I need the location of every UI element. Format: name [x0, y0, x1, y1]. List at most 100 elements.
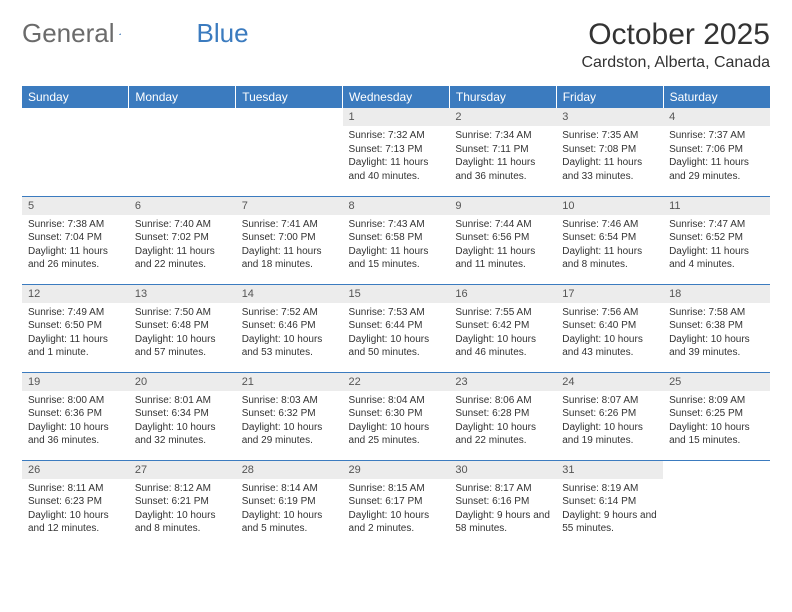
day-number: 16: [449, 285, 556, 303]
day-details: Sunrise: 7:56 AMSunset: 6:40 PMDaylight:…: [556, 303, 663, 365]
weekday-header: Thursday: [449, 86, 556, 108]
day-number: 29: [343, 461, 450, 479]
day-number: 5: [22, 197, 129, 215]
calendar-day-cell: 12Sunrise: 7:49 AMSunset: 6:50 PMDayligh…: [22, 284, 129, 372]
calendar-day-cell: 6Sunrise: 7:40 AMSunset: 7:02 PMDaylight…: [129, 196, 236, 284]
calendar-week-row: 1Sunrise: 7:32 AMSunset: 7:13 PMDaylight…: [22, 108, 770, 196]
day-number: 15: [343, 285, 450, 303]
day-number: 19: [22, 373, 129, 391]
day-details: Sunrise: 7:49 AMSunset: 6:50 PMDaylight:…: [22, 303, 129, 365]
day-number: 4: [663, 108, 770, 126]
day-details: Sunrise: 7:40 AMSunset: 7:02 PMDaylight:…: [129, 215, 236, 277]
logo-sail-icon: [119, 25, 122, 43]
day-details: Sunrise: 7:58 AMSunset: 6:38 PMDaylight:…: [663, 303, 770, 365]
day-number: 24: [556, 373, 663, 391]
day-details: Sunrise: 8:07 AMSunset: 6:26 PMDaylight:…: [556, 391, 663, 453]
day-number: 9: [449, 197, 556, 215]
day-details: Sunrise: 8:09 AMSunset: 6:25 PMDaylight:…: [663, 391, 770, 453]
day-details: Sunrise: 8:01 AMSunset: 6:34 PMDaylight:…: [129, 391, 236, 453]
day-number: 31: [556, 461, 663, 479]
calendar-day-cell: 2Sunrise: 7:34 AMSunset: 7:11 PMDaylight…: [449, 108, 556, 196]
calendar-day-cell: 25Sunrise: 8:09 AMSunset: 6:25 PMDayligh…: [663, 372, 770, 460]
calendar-week-row: 5Sunrise: 7:38 AMSunset: 7:04 PMDaylight…: [22, 196, 770, 284]
day-number: 12: [22, 285, 129, 303]
weekday-row: SundayMondayTuesdayWednesdayThursdayFrid…: [22, 86, 770, 108]
day-details: Sunrise: 8:15 AMSunset: 6:17 PMDaylight:…: [343, 479, 450, 541]
weekday-header: Saturday: [663, 86, 770, 108]
calendar-day-cell: 7Sunrise: 7:41 AMSunset: 7:00 PMDaylight…: [236, 196, 343, 284]
weekday-header: Sunday: [22, 86, 129, 108]
day-details: Sunrise: 8:06 AMSunset: 6:28 PMDaylight:…: [449, 391, 556, 453]
calendar-day-cell: 21Sunrise: 8:03 AMSunset: 6:32 PMDayligh…: [236, 372, 343, 460]
calendar-day-cell: 22Sunrise: 8:04 AMSunset: 6:30 PMDayligh…: [343, 372, 450, 460]
calendar-day-cell: 13Sunrise: 7:50 AMSunset: 6:48 PMDayligh…: [129, 284, 236, 372]
calendar-week-row: 12Sunrise: 7:49 AMSunset: 6:50 PMDayligh…: [22, 284, 770, 372]
day-details: Sunrise: 7:35 AMSunset: 7:08 PMDaylight:…: [556, 126, 663, 188]
day-details: Sunrise: 7:32 AMSunset: 7:13 PMDaylight:…: [343, 126, 450, 188]
calendar-day-cell: 8Sunrise: 7:43 AMSunset: 6:58 PMDaylight…: [343, 196, 450, 284]
calendar-day-cell: 11Sunrise: 7:47 AMSunset: 6:52 PMDayligh…: [663, 196, 770, 284]
day-details: Sunrise: 7:46 AMSunset: 6:54 PMDaylight:…: [556, 215, 663, 277]
day-details: Sunrise: 8:00 AMSunset: 6:36 PMDaylight:…: [22, 391, 129, 453]
day-details: Sunrise: 7:43 AMSunset: 6:58 PMDaylight:…: [343, 215, 450, 277]
day-details: Sunrise: 7:53 AMSunset: 6:44 PMDaylight:…: [343, 303, 450, 365]
day-details: Sunrise: 8:19 AMSunset: 6:14 PMDaylight:…: [556, 479, 663, 541]
calendar-body: 1Sunrise: 7:32 AMSunset: 7:13 PMDaylight…: [22, 108, 770, 548]
day-details: Sunrise: 8:14 AMSunset: 6:19 PMDaylight:…: [236, 479, 343, 541]
day-number: 21: [236, 373, 343, 391]
day-details: Sunrise: 8:03 AMSunset: 6:32 PMDaylight:…: [236, 391, 343, 453]
day-details: Sunrise: 7:37 AMSunset: 7:06 PMDaylight:…: [663, 126, 770, 188]
title-block: October 2025 Cardston, Alberta, Canada: [581, 18, 770, 72]
day-number: 20: [129, 373, 236, 391]
logo-text-blue: Blue: [197, 18, 249, 49]
day-number: 26: [22, 461, 129, 479]
day-number: 25: [663, 373, 770, 391]
calendar-day-cell: 15Sunrise: 7:53 AMSunset: 6:44 PMDayligh…: [343, 284, 450, 372]
day-number: 13: [129, 285, 236, 303]
calendar-day-cell: 26Sunrise: 8:11 AMSunset: 6:23 PMDayligh…: [22, 460, 129, 548]
day-details: Sunrise: 8:11 AMSunset: 6:23 PMDaylight:…: [22, 479, 129, 541]
day-number: 10: [556, 197, 663, 215]
day-number: 11: [663, 197, 770, 215]
day-details: Sunrise: 7:55 AMSunset: 6:42 PMDaylight:…: [449, 303, 556, 365]
day-number: 22: [343, 373, 450, 391]
calendar-empty-cell: [663, 460, 770, 548]
day-number: 3: [556, 108, 663, 126]
calendar-empty-cell: [22, 108, 129, 196]
calendar-week-row: 26Sunrise: 8:11 AMSunset: 6:23 PMDayligh…: [22, 460, 770, 548]
day-details: Sunrise: 7:34 AMSunset: 7:11 PMDaylight:…: [449, 126, 556, 188]
day-number: 7: [236, 197, 343, 215]
weekday-header: Tuesday: [236, 86, 343, 108]
calendar-day-cell: 28Sunrise: 8:14 AMSunset: 6:19 PMDayligh…: [236, 460, 343, 548]
day-details: Sunrise: 8:04 AMSunset: 6:30 PMDaylight:…: [343, 391, 450, 453]
calendar-day-cell: 3Sunrise: 7:35 AMSunset: 7:08 PMDaylight…: [556, 108, 663, 196]
calendar-day-cell: 4Sunrise: 7:37 AMSunset: 7:06 PMDaylight…: [663, 108, 770, 196]
logo-text-general: General: [22, 18, 115, 49]
calendar-day-cell: 23Sunrise: 8:06 AMSunset: 6:28 PMDayligh…: [449, 372, 556, 460]
month-title: October 2025: [581, 18, 770, 52]
calendar-day-cell: 16Sunrise: 7:55 AMSunset: 6:42 PMDayligh…: [449, 284, 556, 372]
calendar-day-cell: 30Sunrise: 8:17 AMSunset: 6:16 PMDayligh…: [449, 460, 556, 548]
day-number: 1: [343, 108, 450, 126]
day-number: 28: [236, 461, 343, 479]
calendar-day-cell: 31Sunrise: 8:19 AMSunset: 6:14 PMDayligh…: [556, 460, 663, 548]
calendar-day-cell: 9Sunrise: 7:44 AMSunset: 6:56 PMDaylight…: [449, 196, 556, 284]
day-number: 23: [449, 373, 556, 391]
header: General Blue October 2025 Cardston, Albe…: [22, 18, 770, 72]
day-number: 18: [663, 285, 770, 303]
location: Cardston, Alberta, Canada: [581, 54, 770, 72]
day-number: 6: [129, 197, 236, 215]
calendar-day-cell: 19Sunrise: 8:00 AMSunset: 6:36 PMDayligh…: [22, 372, 129, 460]
calendar-day-cell: 17Sunrise: 7:56 AMSunset: 6:40 PMDayligh…: [556, 284, 663, 372]
calendar-day-cell: 14Sunrise: 7:52 AMSunset: 6:46 PMDayligh…: [236, 284, 343, 372]
day-number: 2: [449, 108, 556, 126]
calendar-empty-cell: [236, 108, 343, 196]
day-number: 8: [343, 197, 450, 215]
weekday-header: Wednesday: [343, 86, 450, 108]
day-number: 27: [129, 461, 236, 479]
day-details: Sunrise: 7:44 AMSunset: 6:56 PMDaylight:…: [449, 215, 556, 277]
calendar-day-cell: 27Sunrise: 8:12 AMSunset: 6:21 PMDayligh…: [129, 460, 236, 548]
logo: General Blue: [22, 18, 249, 49]
calendar-day-cell: 24Sunrise: 8:07 AMSunset: 6:26 PMDayligh…: [556, 372, 663, 460]
day-details: Sunrise: 7:47 AMSunset: 6:52 PMDaylight:…: [663, 215, 770, 277]
